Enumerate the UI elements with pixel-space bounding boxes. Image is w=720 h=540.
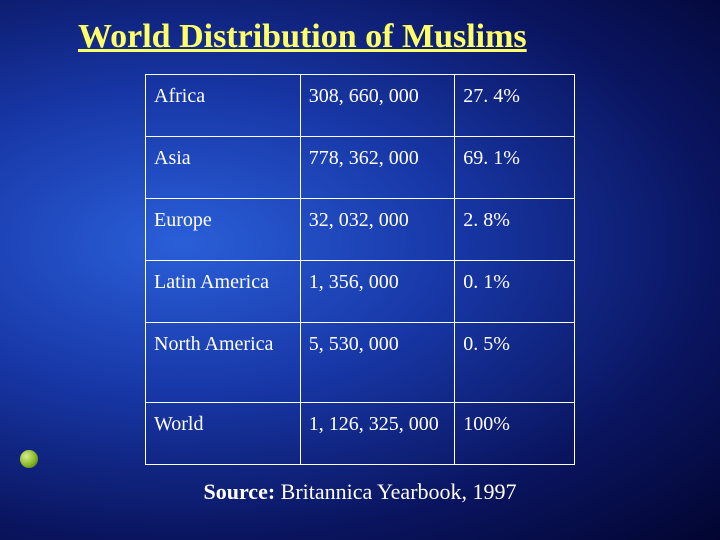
table-row: World 1, 126, 325, 000 100%	[146, 403, 575, 465]
source-text: Britannica Yearbook, 1997	[275, 479, 516, 504]
percent-cell: 100%	[455, 403, 575, 465]
percent-cell: 0. 5%	[455, 323, 575, 403]
source-label: Source:	[203, 479, 275, 504]
population-cell: 308, 660, 000	[300, 75, 455, 137]
table-row: Asia 778, 362, 000 69. 1%	[146, 137, 575, 199]
region-cell: World	[146, 403, 301, 465]
slide-title: World Distribution of Muslims	[0, 0, 720, 56]
region-cell: Asia	[146, 137, 301, 199]
region-cell: North America	[146, 323, 301, 403]
percent-cell: 27. 4%	[455, 75, 575, 137]
distribution-table-container: Africa 308, 660, 000 27. 4% Asia 778, 36…	[145, 74, 575, 465]
percent-cell: 0. 1%	[455, 261, 575, 323]
table-row: North America 5, 530, 000 0. 5%	[146, 323, 575, 403]
percent-cell: 69. 1%	[455, 137, 575, 199]
population-cell: 1, 356, 000	[300, 261, 455, 323]
distribution-table: Africa 308, 660, 000 27. 4% Asia 778, 36…	[145, 74, 575, 465]
population-cell: 5, 530, 000	[300, 323, 455, 403]
population-cell: 778, 362, 000	[300, 137, 455, 199]
table-row: Africa 308, 660, 000 27. 4%	[146, 75, 575, 137]
region-cell: Africa	[146, 75, 301, 137]
population-cell: 32, 032, 000	[300, 199, 455, 261]
table-row: Latin America 1, 356, 000 0. 1%	[146, 261, 575, 323]
population-cell: 1, 126, 325, 000	[300, 403, 455, 465]
percent-cell: 2. 8%	[455, 199, 575, 261]
table-row: Europe 32, 032, 000 2. 8%	[146, 199, 575, 261]
region-cell: Latin America	[146, 261, 301, 323]
region-cell: Europe	[146, 199, 301, 261]
source-line: Source: Britannica Yearbook, 1997	[0, 479, 720, 505]
bullet-icon	[20, 450, 38, 468]
